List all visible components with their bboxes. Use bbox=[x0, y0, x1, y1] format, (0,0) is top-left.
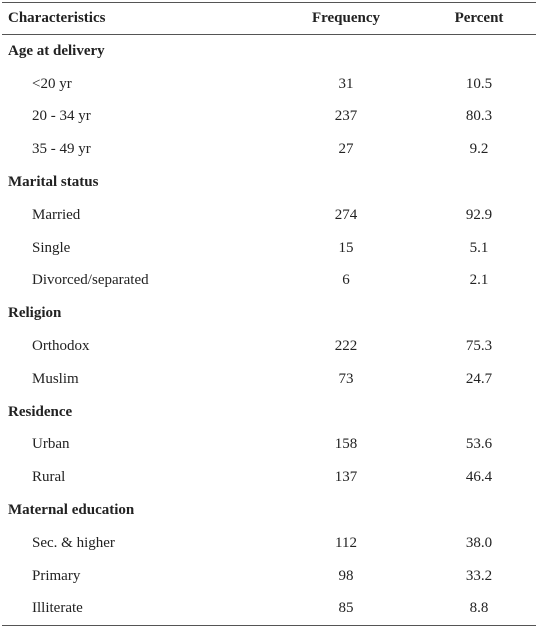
empty-cell bbox=[413, 396, 536, 429]
frequency-cell: 274 bbox=[334, 206, 358, 223]
data-row: Orthodox 222 75.3 bbox=[2, 330, 536, 363]
percent-cell: 10.5 bbox=[465, 75, 493, 92]
frequency-cell: 85 bbox=[279, 592, 413, 627]
empty-cell bbox=[279, 35, 413, 68]
data-row: Primary 98 33.2 bbox=[2, 560, 536, 593]
data-row: Married 274 92.9 bbox=[2, 199, 536, 232]
group-title: Marital status bbox=[8, 174, 99, 191]
group-title: Maternal education bbox=[8, 502, 135, 519]
data-row: 20 - 34 yr 237 80.3 bbox=[2, 101, 536, 134]
empty-cell bbox=[413, 35, 536, 68]
row-label: Divorced/separated bbox=[32, 272, 149, 289]
empty-cell bbox=[279, 297, 413, 330]
data-row: Rural 137 46.4 bbox=[2, 461, 536, 494]
percent-cell: 75.3 bbox=[465, 338, 493, 355]
empty-cell bbox=[413, 166, 536, 199]
table-header: Characteristics Frequency Percent bbox=[2, 2, 536, 35]
group-title: Age at delivery bbox=[8, 42, 105, 59]
frequency-cell: 27 bbox=[338, 141, 354, 158]
group-row: Age at delivery bbox=[2, 35, 536, 68]
data-row: Urban 158 53.6 bbox=[2, 429, 536, 462]
header-row: Characteristics Frequency Percent bbox=[2, 2, 536, 35]
group-row: Residence bbox=[2, 396, 536, 429]
header-cell: Characteristics bbox=[2, 2, 279, 35]
row-label: Rural bbox=[32, 469, 66, 486]
empty-cell bbox=[413, 297, 536, 330]
row-label: Primary bbox=[32, 567, 81, 584]
data-row: Divorced/separated 6 2.1 bbox=[2, 265, 536, 298]
percent-cell: 2.1 bbox=[469, 272, 489, 289]
frequency-cell: 98 bbox=[338, 567, 354, 584]
data-row: <20 yr 31 10.5 bbox=[2, 68, 536, 101]
percent-cell: 38.0 bbox=[465, 534, 493, 551]
group-row: Marital status bbox=[2, 166, 536, 199]
row-label: Illiterate bbox=[2, 592, 279, 627]
data-table: Characteristics Frequency Percent Age at… bbox=[2, 2, 536, 627]
data-row: Illiterate 85 8.8 bbox=[2, 592, 536, 627]
data-row: Single 15 5.1 bbox=[2, 232, 536, 265]
data-row: Sec. & higher 112 38.0 bbox=[2, 527, 536, 560]
row-label: Orthodox bbox=[32, 338, 90, 355]
frequency-cell: 222 bbox=[334, 338, 358, 355]
row-label: Urban bbox=[32, 436, 70, 453]
frequency-cell: 137 bbox=[334, 469, 358, 486]
empty-cell bbox=[413, 494, 536, 527]
frequency-cell: 6 bbox=[342, 272, 350, 289]
table-body: Age at delivery <20 yr 31 10.5 20 - 34 yr 237… bbox=[2, 35, 536, 627]
percent-cell: 53.6 bbox=[465, 436, 493, 453]
group-row: Maternal education bbox=[2, 494, 536, 527]
row-label: <20 yr bbox=[32, 75, 72, 92]
percent-cell: 8.8 bbox=[413, 592, 536, 627]
percent-cell: 46.4 bbox=[465, 469, 493, 486]
empty-cell bbox=[279, 166, 413, 199]
frequency-cell: 237 bbox=[334, 108, 358, 125]
percent-cell: 5.1 bbox=[469, 239, 489, 256]
frequency-cell: 73 bbox=[338, 370, 354, 387]
empty-cell bbox=[279, 494, 413, 527]
percent-cell: 92.9 bbox=[465, 206, 493, 223]
header-cell: Percent bbox=[413, 2, 536, 35]
frequency-cell: 112 bbox=[335, 534, 357, 551]
row-label: Sec. & higher bbox=[32, 534, 115, 551]
percent-cell: 33.2 bbox=[465, 567, 493, 584]
percent-cell: 9.2 bbox=[469, 141, 489, 158]
row-label: Married bbox=[32, 206, 81, 223]
frequency-cell: 158 bbox=[334, 436, 358, 453]
data-row: Muslim 73 24.7 bbox=[2, 363, 536, 396]
header-cell: Frequency bbox=[279, 2, 413, 35]
row-label: 35 - 49 yr bbox=[32, 141, 91, 158]
percent-cell: 24.7 bbox=[465, 370, 493, 387]
group-title: Residence bbox=[8, 403, 73, 420]
data-row: 35 - 49 yr 27 9.2 bbox=[2, 133, 536, 166]
group-title: Religion bbox=[8, 305, 62, 322]
empty-cell bbox=[279, 396, 413, 429]
row-label: Muslim bbox=[32, 370, 79, 387]
percent-cell: 80.3 bbox=[465, 108, 493, 125]
row-label: Single bbox=[32, 239, 71, 256]
group-row: Religion bbox=[2, 297, 536, 330]
row-label: 20 - 34 yr bbox=[32, 108, 91, 125]
frequency-cell: 31 bbox=[338, 75, 354, 92]
frequency-cell: 15 bbox=[338, 239, 354, 256]
